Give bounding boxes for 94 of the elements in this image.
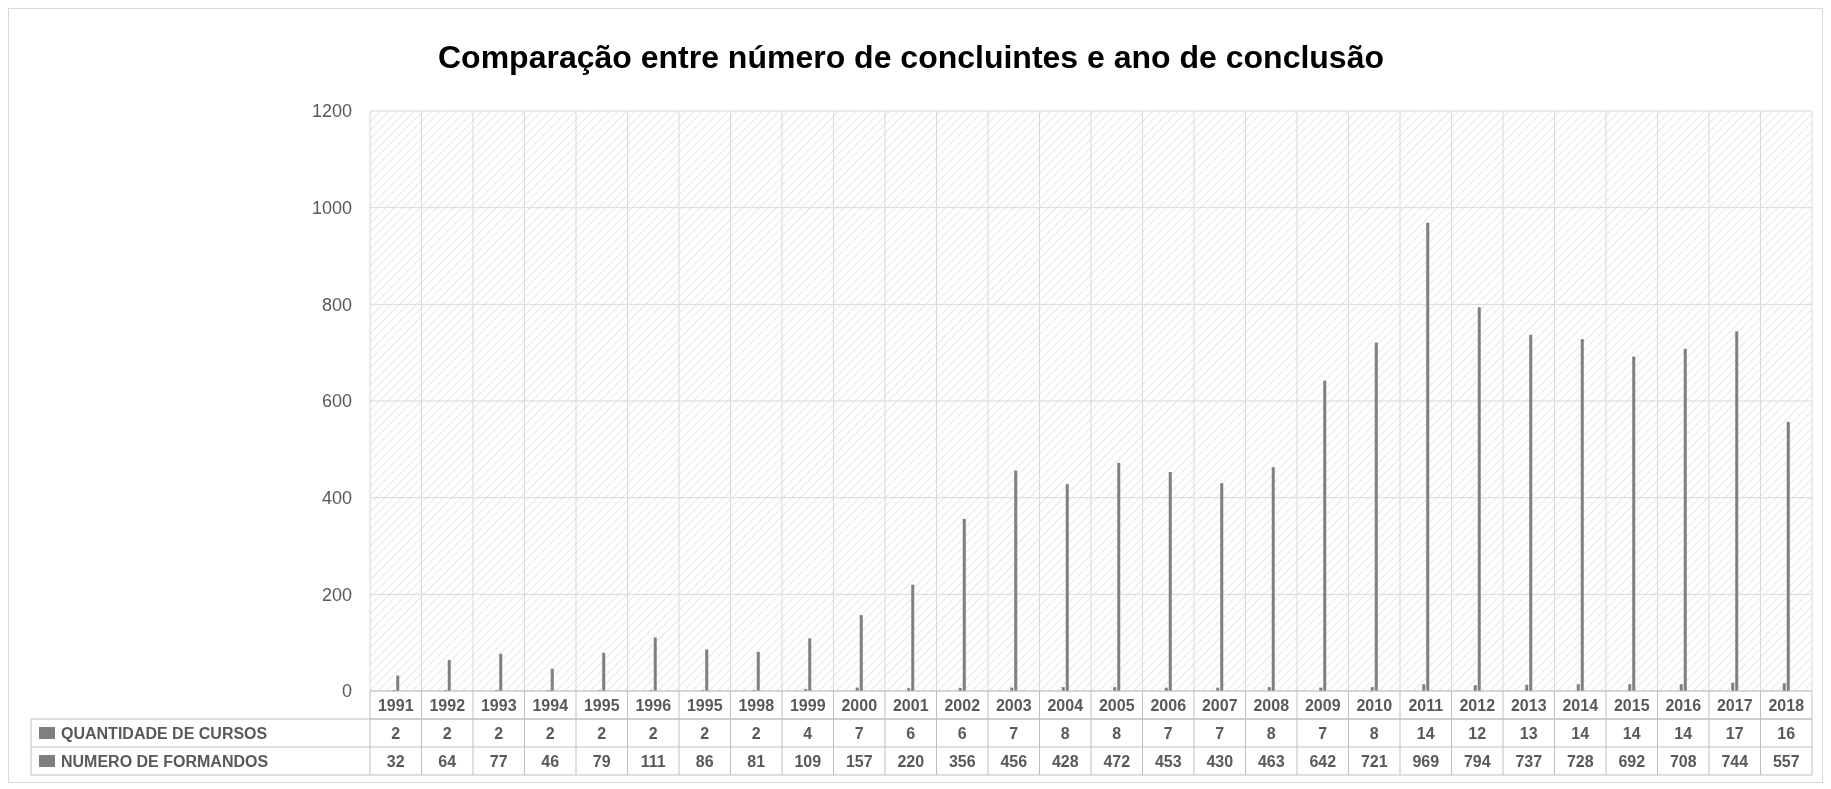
x-tick-label: 2003 bbox=[995, 696, 1032, 714]
data-label: 7 bbox=[1163, 724, 1173, 742]
data-label: 6 bbox=[906, 724, 916, 742]
data-label: 2 bbox=[545, 724, 555, 742]
data-label: 2 bbox=[597, 724, 607, 742]
y-tick-label: 400 bbox=[321, 487, 352, 508]
data-label: 8 bbox=[1112, 724, 1122, 742]
x-tick-label: 2008 bbox=[1253, 696, 1290, 714]
data-label: 728 bbox=[1566, 752, 1594, 770]
y-tick-label: 800 bbox=[321, 294, 352, 315]
x-tick-label: 1992 bbox=[429, 696, 466, 714]
x-tick-label: 2002 bbox=[944, 696, 981, 714]
y-tick-label: 1200 bbox=[311, 101, 352, 122]
data-label: 456 bbox=[1000, 752, 1028, 770]
x-tick-label: 2015 bbox=[1613, 696, 1650, 714]
data-label: 2 bbox=[442, 724, 452, 742]
data-label: 14 bbox=[1571, 724, 1590, 742]
y-tick-label: 600 bbox=[321, 391, 352, 412]
data-label: 77 bbox=[489, 752, 508, 770]
x-tick-label: 2000 bbox=[841, 696, 878, 714]
data-label: 463 bbox=[1257, 752, 1285, 770]
data-label: 14 bbox=[1622, 724, 1641, 742]
x-tick-label: 1994 bbox=[532, 696, 569, 714]
chart-title: Comparação entre número de concluintes e ano de conclusão bbox=[437, 39, 1385, 75]
data-label: 16 bbox=[1777, 724, 1796, 742]
y-tick-label: 1000 bbox=[311, 197, 352, 218]
x-tick-label: 1999 bbox=[789, 696, 826, 714]
data-label: 692 bbox=[1618, 752, 1646, 770]
x-tick-label: 2004 bbox=[1047, 696, 1084, 714]
data-label: 4 bbox=[803, 724, 813, 742]
data-label: 12 bbox=[1468, 724, 1487, 742]
x-tick-label: 2016 bbox=[1665, 696, 1702, 714]
data-label: 453 bbox=[1154, 752, 1182, 770]
x-tick-label: 2014 bbox=[1562, 696, 1599, 714]
legend-label: NUMERO DE FORMANDOS bbox=[61, 752, 269, 770]
data-label: 2 bbox=[751, 724, 761, 742]
data-label: 721 bbox=[1360, 752, 1388, 770]
x-tick-label: 2013 bbox=[1510, 696, 1547, 714]
data-label: 7 bbox=[1215, 724, 1225, 742]
data-label: 13 bbox=[1519, 724, 1538, 742]
x-tick-label: 2006 bbox=[1150, 696, 1187, 714]
data-label: 17 bbox=[1725, 724, 1744, 742]
x-tick-label: 2001 bbox=[892, 696, 929, 714]
data-label: 157 bbox=[845, 752, 873, 770]
data-label: 14 bbox=[1416, 724, 1435, 742]
x-tick-label: 1998 bbox=[738, 696, 775, 714]
data-label: 8 bbox=[1266, 724, 1276, 742]
data-label: 7 bbox=[1009, 724, 1019, 742]
x-tick-label: 1996 bbox=[635, 696, 672, 714]
data-label: 111 bbox=[640, 752, 666, 770]
data-label: 969 bbox=[1412, 752, 1440, 770]
x-tick-label: 2007 bbox=[1201, 696, 1238, 714]
data-label: 642 bbox=[1309, 752, 1337, 770]
x-tick-label: 2010 bbox=[1356, 696, 1393, 714]
data-label: 32 bbox=[386, 752, 405, 770]
data-label: 2 bbox=[391, 724, 401, 742]
x-tick-label: 1993 bbox=[480, 696, 517, 714]
x-tick-label: 2009 bbox=[1304, 696, 1341, 714]
data-label: 8 bbox=[1369, 724, 1379, 742]
data-label: 79 bbox=[592, 752, 611, 770]
legend-label: QUANTIDADE DE CURSOS bbox=[61, 724, 268, 742]
data-label: 708 bbox=[1669, 752, 1697, 770]
data-label: 220 bbox=[897, 752, 925, 770]
x-tick-label: 2012 bbox=[1459, 696, 1496, 714]
data-label: 794 bbox=[1463, 752, 1491, 770]
data-label: 737 bbox=[1515, 752, 1543, 770]
data-label: 81 bbox=[747, 752, 766, 770]
y-tick-label: 200 bbox=[321, 584, 352, 605]
data-label: 428 bbox=[1051, 752, 1079, 770]
data-label: 356 bbox=[948, 752, 976, 770]
data-label: 14 bbox=[1674, 724, 1693, 742]
data-label: 2 bbox=[648, 724, 658, 742]
data-label: 86 bbox=[695, 752, 714, 770]
data-label: 46 bbox=[541, 752, 560, 770]
data-label: 64 bbox=[438, 752, 457, 770]
x-tick-label: 2005 bbox=[1098, 696, 1135, 714]
x-tick-label: 2017 bbox=[1716, 696, 1753, 714]
data-label: 557 bbox=[1772, 752, 1800, 770]
y-tick-label: 0 bbox=[341, 681, 352, 702]
x-tick-label: 1991 bbox=[377, 696, 414, 714]
data-label: 744 bbox=[1721, 752, 1749, 770]
data-label: 472 bbox=[1103, 752, 1131, 770]
data-label: 7 bbox=[1318, 724, 1328, 742]
data-label: 2 bbox=[494, 724, 504, 742]
x-tick-label: 1995 bbox=[686, 696, 723, 714]
x-tick-label: 2018 bbox=[1768, 696, 1805, 714]
data-label: 7 bbox=[854, 724, 864, 742]
data-label: 6 bbox=[957, 724, 967, 742]
data-label: 8 bbox=[1060, 724, 1070, 742]
data-label: 2 bbox=[700, 724, 710, 742]
x-tick-label: 2011 bbox=[1408, 696, 1444, 714]
data-label: 430 bbox=[1206, 752, 1234, 770]
data-label: 109 bbox=[794, 752, 822, 770]
x-tick-label: 1995 bbox=[583, 696, 620, 714]
